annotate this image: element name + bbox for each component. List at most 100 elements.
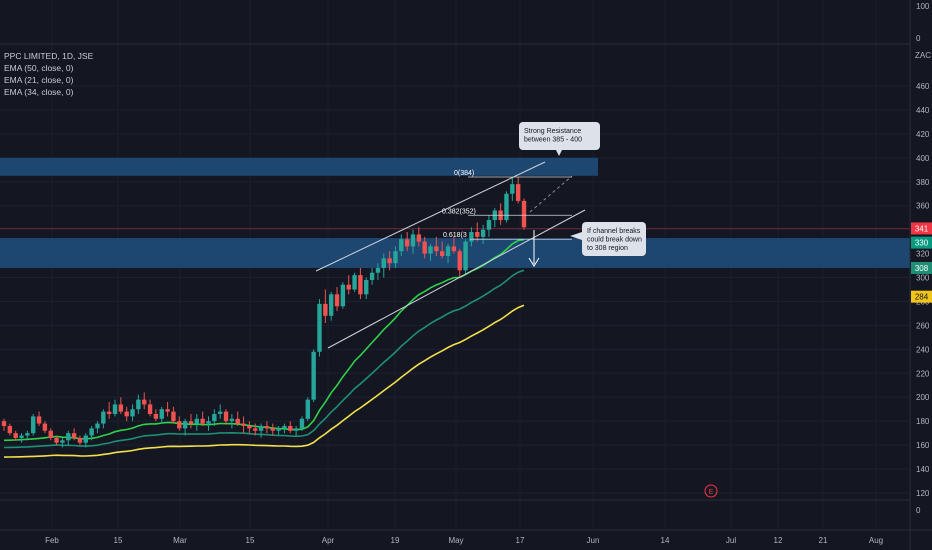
fib-label: 0.618(3 (443, 232, 467, 239)
candle-body (247, 425, 252, 429)
x-tick-label: Jul (726, 536, 736, 545)
candle-body (217, 411, 223, 414)
candle-body (142, 399, 147, 405)
indicator-ema34[interactable]: EMA (34, close, 0) (4, 87, 74, 97)
pane-tick-label: 0 (916, 506, 921, 515)
candle-body (375, 267, 381, 273)
candle-body (463, 241, 468, 271)
price-labels: 341 330 308 284 (911, 222, 932, 303)
candle-body (428, 246, 433, 254)
candle-body (159, 409, 164, 419)
candle-body (235, 418, 240, 424)
y-tick-label: 380 (916, 178, 930, 187)
candle-body (241, 423, 246, 426)
callout-text: could break down (587, 237, 642, 244)
candle-body (399, 239, 404, 252)
candle-body (323, 303, 328, 316)
callout-text: Strong Resistance (524, 128, 581, 135)
candle-body (515, 184, 521, 201)
candle-body (305, 399, 311, 419)
candle-body (340, 284, 346, 307)
x-axis[interactable]: Feb 15 Mar 15 Apr 19 May 17 Jun 14 Jul 12 21 Aug (45, 536, 883, 545)
indicator-ema50[interactable]: EMA (50, close, 0) (4, 63, 74, 73)
x-tick-label: Apr (322, 536, 335, 545)
x-tick-label: May (448, 536, 463, 545)
candle-body (404, 239, 410, 247)
ema34-line (3, 269, 525, 449)
fib-label: 0(384) (454, 170, 474, 177)
x-tick-label: 21 (819, 536, 828, 545)
candle-body (89, 428, 94, 436)
candle-body (223, 411, 229, 422)
candle-body (451, 246, 457, 252)
candle-body (504, 193, 509, 221)
down-arrow-head (528, 257, 540, 267)
x-tick-label: 19 (391, 536, 400, 545)
callout-text: to 308 region (587, 245, 628, 252)
channel-upper (315, 161, 546, 272)
price-label-308 (911, 261, 932, 274)
y-tick-label: 460 (916, 82, 930, 91)
candle-body (1, 421, 7, 426)
candle-body (212, 413, 217, 422)
price-label-text: 330 (915, 239, 929, 248)
candle-body (352, 275, 357, 290)
candle-body (486, 220, 492, 230)
candle-body (364, 279, 369, 295)
candle-body (177, 421, 182, 429)
candle-body (71, 433, 77, 438)
y-tick-label: 200 (916, 393, 930, 402)
candle-body (206, 421, 211, 424)
y-tick-label: 240 (916, 345, 930, 354)
symbol-title[interactable]: PPC LIMITED, 1D, JSE (4, 51, 94, 61)
y-tick-label: 140 (916, 465, 930, 474)
currency-label: ZAC (915, 51, 931, 60)
candle-body (83, 435, 88, 443)
candle-body (182, 421, 188, 429)
price-label-341 (911, 222, 932, 235)
x-tick-label: Aug (869, 536, 883, 545)
chart-legend: PPC LIMITED, 1D, JSE EMA (50, close, 0) … (4, 50, 93, 98)
y-tick-label: 180 (916, 417, 930, 426)
candle-body (264, 425, 270, 429)
x-tick-label: 15 (246, 536, 255, 545)
zone-rect (0, 238, 910, 268)
callout-text: between 385 - 400 (524, 137, 582, 144)
candle-body (171, 411, 176, 422)
candle-body (457, 251, 462, 271)
event-circle (704, 484, 718, 498)
candle-body (7, 425, 13, 434)
candle-body (299, 418, 305, 429)
y-tick-label: 120 (916, 489, 930, 498)
x-tick-label: Mar (173, 536, 187, 545)
callout-pointer (556, 150, 562, 156)
candle-body (165, 409, 170, 412)
candle-body (95, 423, 100, 429)
channel-lower (327, 209, 586, 349)
candle-body (381, 258, 386, 268)
ema50-line (3, 304, 525, 458)
price-label-text: 341 (915, 224, 929, 233)
candle-body (130, 409, 135, 417)
earnings-event-marker: E (704, 484, 718, 498)
candle-body (60, 440, 65, 443)
candle-body (393, 251, 398, 264)
candle-body (282, 425, 287, 429)
y-tick-label: 400 (916, 154, 930, 163)
candle-body (31, 416, 36, 434)
annotations[interactable]: Strong Resistance between 385 - 400 If cha… (442, 122, 718, 498)
candle-body (36, 416, 42, 424)
y-tick-label: 360 (916, 202, 930, 211)
x-tick-label: Jun (587, 536, 600, 545)
candle-body (101, 411, 106, 424)
candle-body (334, 294, 340, 307)
price-label-284 (911, 290, 932, 303)
candle-body (328, 294, 334, 316)
candle-body (153, 413, 159, 419)
pane-ticks: 100 0 0 (0, 2, 930, 515)
candle-body (317, 303, 322, 352)
indicator-ema21[interactable]: EMA (21, close, 0) (4, 75, 74, 85)
candle-body (77, 437, 83, 443)
